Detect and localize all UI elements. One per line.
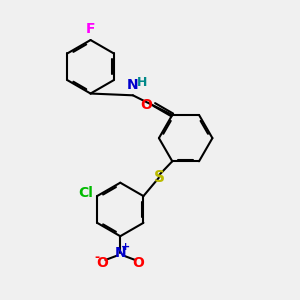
Text: O: O [132,256,144,270]
Text: H: H [137,76,148,89]
Text: N: N [127,78,139,92]
Text: Cl: Cl [79,186,94,200]
Text: +: + [121,242,130,252]
Text: N: N [115,245,126,260]
Text: O: O [140,98,152,112]
Text: S: S [153,170,164,185]
Text: O: O [97,256,108,270]
Text: F: F [86,22,95,37]
Text: -: - [94,250,99,263]
